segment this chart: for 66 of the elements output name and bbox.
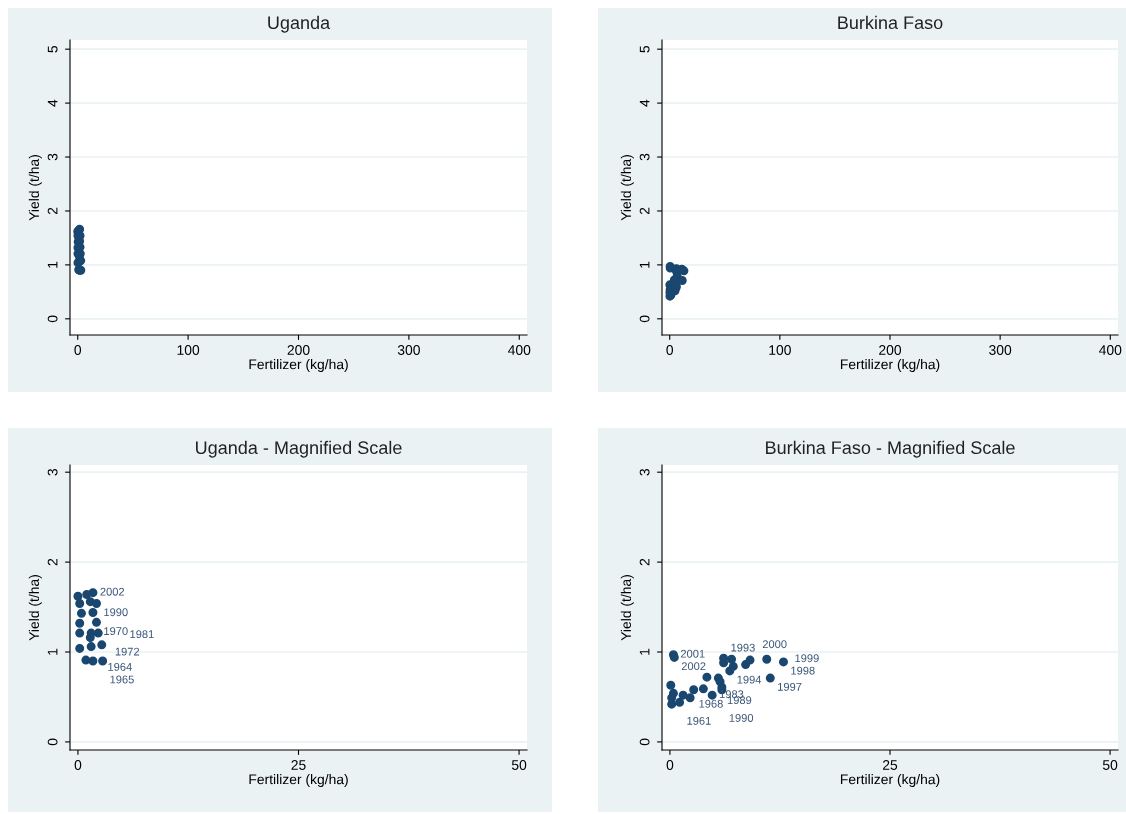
annotation: 1961 xyxy=(687,716,711,725)
y-axis-title: Yield (t/ha) xyxy=(620,155,634,221)
y-tick-label: 1 xyxy=(47,261,58,268)
y-tick-label: 4 xyxy=(639,99,650,107)
x-tick-label: 200 xyxy=(879,345,902,355)
y-tick-label: 1 xyxy=(47,648,58,655)
x-axis-title: Fertilizer (kg/ha) xyxy=(840,774,940,788)
annotation: 1990 xyxy=(104,608,128,617)
x-axis-title: Fertilizer (kg/ha) xyxy=(840,359,940,373)
x-tick-label: 0 xyxy=(74,345,82,355)
annotation: 1981 xyxy=(130,630,154,639)
y-tick-label: 0 xyxy=(639,315,650,323)
x-axis-title: Fertilizer (kg/ha) xyxy=(249,359,348,373)
x-tick-label: 300 xyxy=(397,345,420,355)
y-tick-label: 2 xyxy=(47,207,58,215)
y-tick-label: 2 xyxy=(47,558,58,566)
annotation: 1990 xyxy=(729,714,754,722)
y-axis-title: Yield (t/ha) xyxy=(28,155,42,221)
annotation: 1964 xyxy=(108,662,132,671)
x-tick-label: 0 xyxy=(666,345,674,355)
annotation: 1998 xyxy=(791,666,815,675)
x-tick-label: 25 xyxy=(291,760,306,770)
x-tick-label: 50 xyxy=(511,760,527,770)
y-tick-label: 0 xyxy=(47,315,58,323)
x-tick-label: 0 xyxy=(74,760,82,770)
y-tick-label: 4 xyxy=(47,99,58,107)
annotation: 1993 xyxy=(731,643,755,652)
y-tick-label: 3 xyxy=(47,153,58,161)
x-tick-label: 300 xyxy=(989,345,1012,355)
annotation: 1972 xyxy=(115,647,140,656)
x-tick-label: 25 xyxy=(882,760,898,770)
x-axis-title: Fertilizer (kg/ha) xyxy=(249,774,348,788)
annotation: 1999 xyxy=(795,654,819,663)
annotation: 1997 xyxy=(778,682,802,691)
x-tick-label: 50 xyxy=(1102,760,1118,770)
y-tick-label: 0 xyxy=(639,738,650,746)
annotation: 1965 xyxy=(110,675,134,684)
y-tick-label: 5 xyxy=(639,45,650,53)
annotation: 2002 xyxy=(100,587,125,596)
x-tick-label: 100 xyxy=(769,345,791,355)
chart-title: Burkina Faso xyxy=(838,15,943,30)
chart-title: Burkina Faso - Magnified Scale xyxy=(766,440,1015,458)
x-tick-label: 200 xyxy=(287,345,310,355)
y-tick-label: 3 xyxy=(639,153,650,161)
annotation: 1994 xyxy=(737,675,762,684)
chart-title: Uganda xyxy=(268,15,331,33)
x-tick-label: 0 xyxy=(666,760,674,770)
x-tick-label: 400 xyxy=(1099,345,1122,355)
annotation: 1970 xyxy=(104,627,128,636)
y-tick-label: 2 xyxy=(639,207,650,215)
annotation: 1968 xyxy=(699,699,723,708)
y-tick-label: 0 xyxy=(47,738,58,746)
y-tick-label: 3 xyxy=(639,468,650,476)
annotation: 2001 xyxy=(680,649,705,658)
y-tick-label: 5 xyxy=(47,45,58,53)
chart-title: Uganda - Magnified Scale xyxy=(196,440,402,458)
x-tick-label: 400 xyxy=(508,345,531,355)
x-tick-label: 100 xyxy=(177,345,200,355)
y-tick-label: 1 xyxy=(639,648,650,655)
y-tick-label: 2 xyxy=(639,558,650,566)
y-axis-title: Yield (t/ha) xyxy=(28,575,42,641)
y-axis-title: Yield (t/ha) xyxy=(620,575,634,641)
annotation: 2002 xyxy=(681,662,706,671)
annotation: 2000 xyxy=(762,640,787,649)
y-tick-label: 1 xyxy=(639,261,650,268)
y-tick-label: 3 xyxy=(47,468,58,476)
